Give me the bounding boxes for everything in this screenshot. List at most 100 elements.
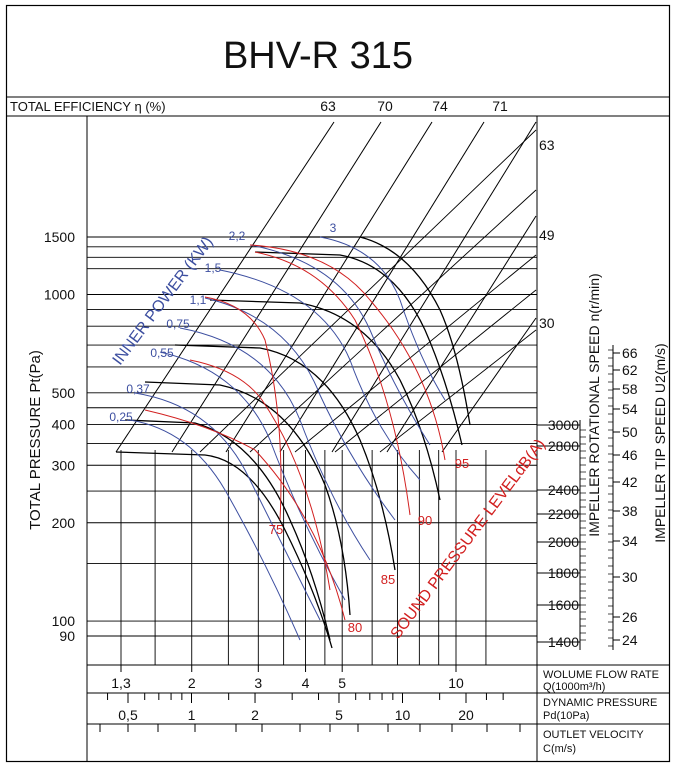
tip-speed-tick-label: 38 xyxy=(622,503,638,519)
sound-value: 85 xyxy=(381,572,395,587)
power-value: 1,5 xyxy=(205,261,222,275)
tip-speed-tick-label: 30 xyxy=(622,569,638,585)
speed-diagonal-line xyxy=(386,215,537,453)
speed-diagonal-line xyxy=(331,121,537,453)
y-tick-label: 400 xyxy=(52,416,76,432)
tip-speed-tick-label: 24 xyxy=(622,632,638,648)
sound-curve xyxy=(189,359,331,591)
sound-curve xyxy=(144,409,346,621)
efficiency-value: 63 xyxy=(320,98,336,114)
speed-diagonal-line xyxy=(279,121,485,453)
speed-diagonal-line xyxy=(441,317,537,453)
power-curve xyxy=(204,297,396,521)
efficiency-label: TOTAL EFFICIENCY η (%) xyxy=(10,99,166,114)
speed-line-label: 63 xyxy=(539,137,555,153)
fan-curve xyxy=(174,344,396,571)
power-value: 0,25 xyxy=(109,410,133,424)
power-value: 2,2 xyxy=(229,229,246,243)
grid xyxy=(87,121,537,665)
flow-tick-label: 2 xyxy=(188,675,196,691)
pressure-tick-label: 20 xyxy=(458,707,474,723)
speed-tick-label: 2400 xyxy=(548,482,579,498)
efficiency-diagonal-line xyxy=(334,289,537,453)
tip-speed-tick-label: 46 xyxy=(622,447,638,463)
performance-curves xyxy=(115,236,471,649)
power-curve xyxy=(249,244,431,446)
power-value: 3 xyxy=(330,221,337,235)
pressure-tick-label: 5 xyxy=(335,707,343,723)
power-value: 0,55 xyxy=(150,346,174,360)
sound-value: 75 xyxy=(269,522,283,537)
tip-speed-tick-label: 50 xyxy=(622,424,638,440)
sound-curve xyxy=(254,251,411,516)
flow-tick-label: 1,3 xyxy=(111,675,131,691)
flow-tick-label: 10 xyxy=(448,675,464,691)
power-curve xyxy=(159,351,346,601)
sound-curve xyxy=(204,296,282,521)
y-tick-label: 1500 xyxy=(44,229,75,245)
speed-tick-label: 1800 xyxy=(548,565,579,581)
power-curve xyxy=(179,327,371,561)
flow-tick-label: 5 xyxy=(338,675,346,691)
pressure-axis-unit: Pd(10Pa) xyxy=(543,710,589,722)
outer-frame xyxy=(5,4,671,763)
speed-tick-label: 1600 xyxy=(548,597,579,613)
efficiency-diagonal-line xyxy=(249,189,537,453)
efficiency-diagonal-line xyxy=(294,254,537,453)
y-tick-label: 500 xyxy=(52,385,76,401)
tip-speed-tick-label: 54 xyxy=(622,401,638,417)
y-tick-label: 200 xyxy=(52,515,76,531)
speed-axis-label: IMPELLER ROTATIONAL SPEED n(r/min) xyxy=(586,273,602,536)
tip-speed-tick-label: 66 xyxy=(622,345,638,361)
fan-curve xyxy=(144,381,351,616)
sound-curve xyxy=(249,244,446,461)
fan-curve xyxy=(209,299,441,501)
speed-diagonal-line xyxy=(225,121,433,453)
power-curve xyxy=(219,269,421,481)
fan-curve xyxy=(254,251,463,446)
y-tick-label: 100 xyxy=(52,613,76,629)
tip-speed-tick-label: 34 xyxy=(622,533,638,549)
chart-title: BHV-R 315 xyxy=(223,35,413,77)
efficiency-value: 74 xyxy=(432,98,448,114)
pressure-axis-label: DYNAMIC PRESSURE xyxy=(543,697,657,709)
y-tick-label: 300 xyxy=(52,457,76,473)
flow-tick-label: 4 xyxy=(302,675,310,691)
sound-value: 90 xyxy=(418,513,432,528)
y-tick-label: 90 xyxy=(59,628,75,644)
sound-value: 80 xyxy=(348,620,362,635)
power-curve xyxy=(129,419,301,641)
sound-value: 95 xyxy=(455,456,469,471)
efficiency-diagonal-line xyxy=(379,329,537,453)
y-tick-label: 1000 xyxy=(44,287,75,303)
speed-line-label: 30 xyxy=(539,315,555,331)
speed-tick-label: 2800 xyxy=(548,438,579,454)
power-value: 1,1 xyxy=(190,293,207,307)
y-axis-label: TOTAL PRESSURE Pt(Pa) xyxy=(27,350,44,530)
velocity-axis-label: OUTLET VELOCITY xyxy=(543,729,644,741)
power-curve xyxy=(134,392,321,621)
speed-tick-label: 2000 xyxy=(548,534,579,550)
speed-diagonal-line xyxy=(115,121,335,453)
flow-tick-label: 3 xyxy=(254,675,262,691)
tip-speed-tick-label: 58 xyxy=(622,381,638,397)
pressure-tick-label: 0,5 xyxy=(118,707,138,723)
fan-curve xyxy=(290,236,471,426)
efficiency-value: 71 xyxy=(492,98,508,114)
tip-speed-axis-label: IMPELLER TIP SPEED U2(m/s) xyxy=(652,343,668,542)
speed-tick-label: 2200 xyxy=(548,506,579,522)
speed-tick-label: 1400 xyxy=(548,634,579,650)
efficiency-value: 70 xyxy=(377,98,393,114)
speed-diagonal-line xyxy=(171,121,382,453)
pressure-tick-label: 2 xyxy=(251,707,259,723)
power-curve xyxy=(319,236,446,401)
fan-curve xyxy=(115,451,333,649)
pressure-tick-label: 1 xyxy=(188,707,196,723)
speed-line-label: 49 xyxy=(539,227,555,243)
tip-speed-tick-label: 62 xyxy=(622,362,638,378)
tip-speed-tick-label: 42 xyxy=(622,474,638,490)
flow-axis-label: WOLUME FLOW RATE xyxy=(543,669,659,681)
tip-speed-tick-label: 26 xyxy=(622,609,638,625)
